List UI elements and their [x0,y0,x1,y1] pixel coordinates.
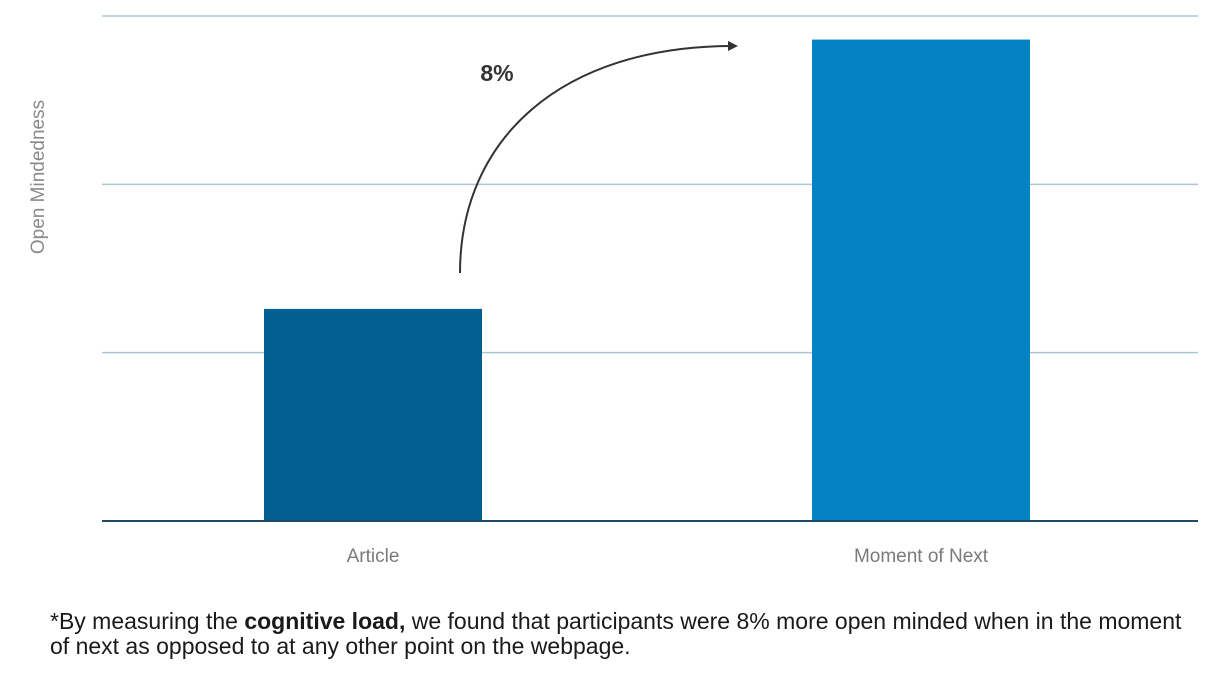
footnote-text-end: we found that participants were 8% more … [50,608,1182,659]
footnote-bold-text: cognitive load, [244,608,406,634]
bar-article [264,308,482,521]
x-tick-labels: Article Moment of Next [347,546,989,567]
x-tick-label: Article [347,546,400,567]
x-tick-label: Moment of Next [854,546,989,567]
bar-moment-of-next [812,39,1030,522]
bar-chart: Article Moment of Next Open Mindedness 8% [28,15,1198,567]
y-axis-label: Open Mindedness [28,100,49,254]
gridlines [102,15,1198,354]
increase-annotation: 8% [480,60,513,86]
footnote-asterisk: * [50,608,59,634]
footnote: *By measuring the cognitive load, we fou… [50,609,1200,659]
footnote-text-start: By measuring the [58,608,245,634]
bars [264,39,1030,522]
increase-arrow [459,40,738,274]
